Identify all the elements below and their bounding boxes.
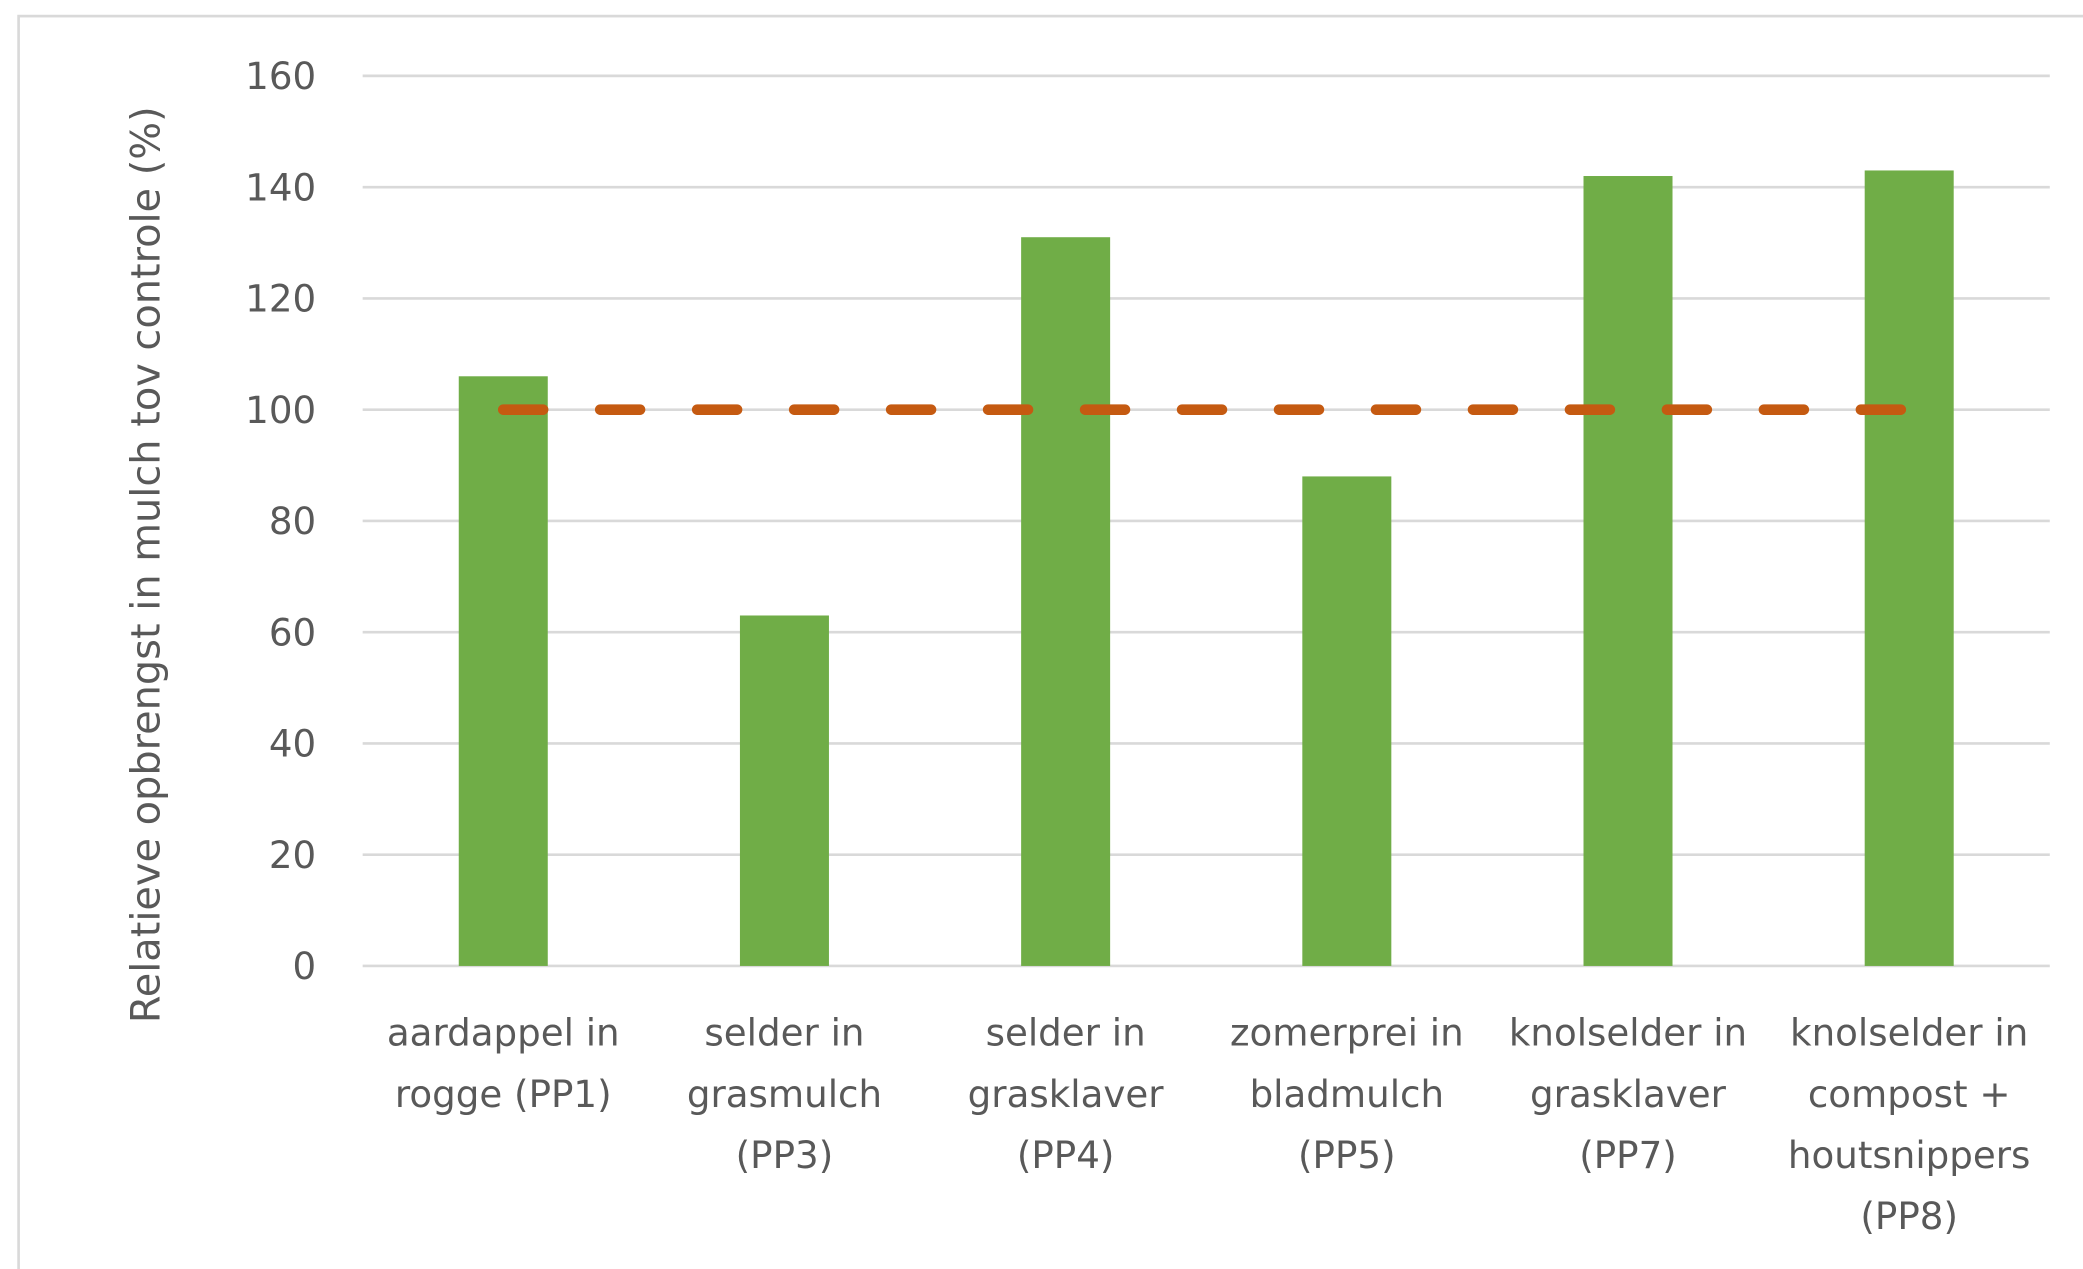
y-tick-label: 0: [292, 944, 316, 988]
y-tick-label: 20: [269, 833, 316, 877]
bar: [1021, 237, 1111, 966]
x-tick-label: knolselder in grasklaver (PP7): [1509, 1011, 1747, 1177]
x-tick-label: knolselder in compost + houtsnippers (PP8): [1788, 1011, 2031, 1238]
y-tick-label: 60: [269, 610, 316, 654]
x-tick-label: selder in grasklaver (PP4): [968, 1011, 1165, 1177]
y-tick-label: 40: [269, 722, 316, 766]
y-tick-label: 120: [245, 277, 316, 321]
x-tick-label: aardappel in rogge (PP1): [387, 1011, 620, 1116]
bar: [458, 376, 548, 966]
x-tick-label: selder in grasmulch (PP3): [687, 1011, 882, 1177]
y-tick-label: 80: [269, 499, 316, 543]
x-tick-label: zomerprei in bladmulch (PP5): [1230, 1011, 1464, 1177]
bar: [1302, 476, 1392, 966]
y-tick-label: 160: [245, 54, 316, 98]
bar: [1583, 176, 1673, 966]
y-axis-title: Relatieve opbrengst in mulch tov control…: [123, 106, 169, 1023]
y-tick-label: 100: [245, 388, 316, 432]
y-tick-label: 140: [245, 165, 316, 209]
bar: [1864, 170, 1954, 966]
bar: [739, 615, 829, 966]
